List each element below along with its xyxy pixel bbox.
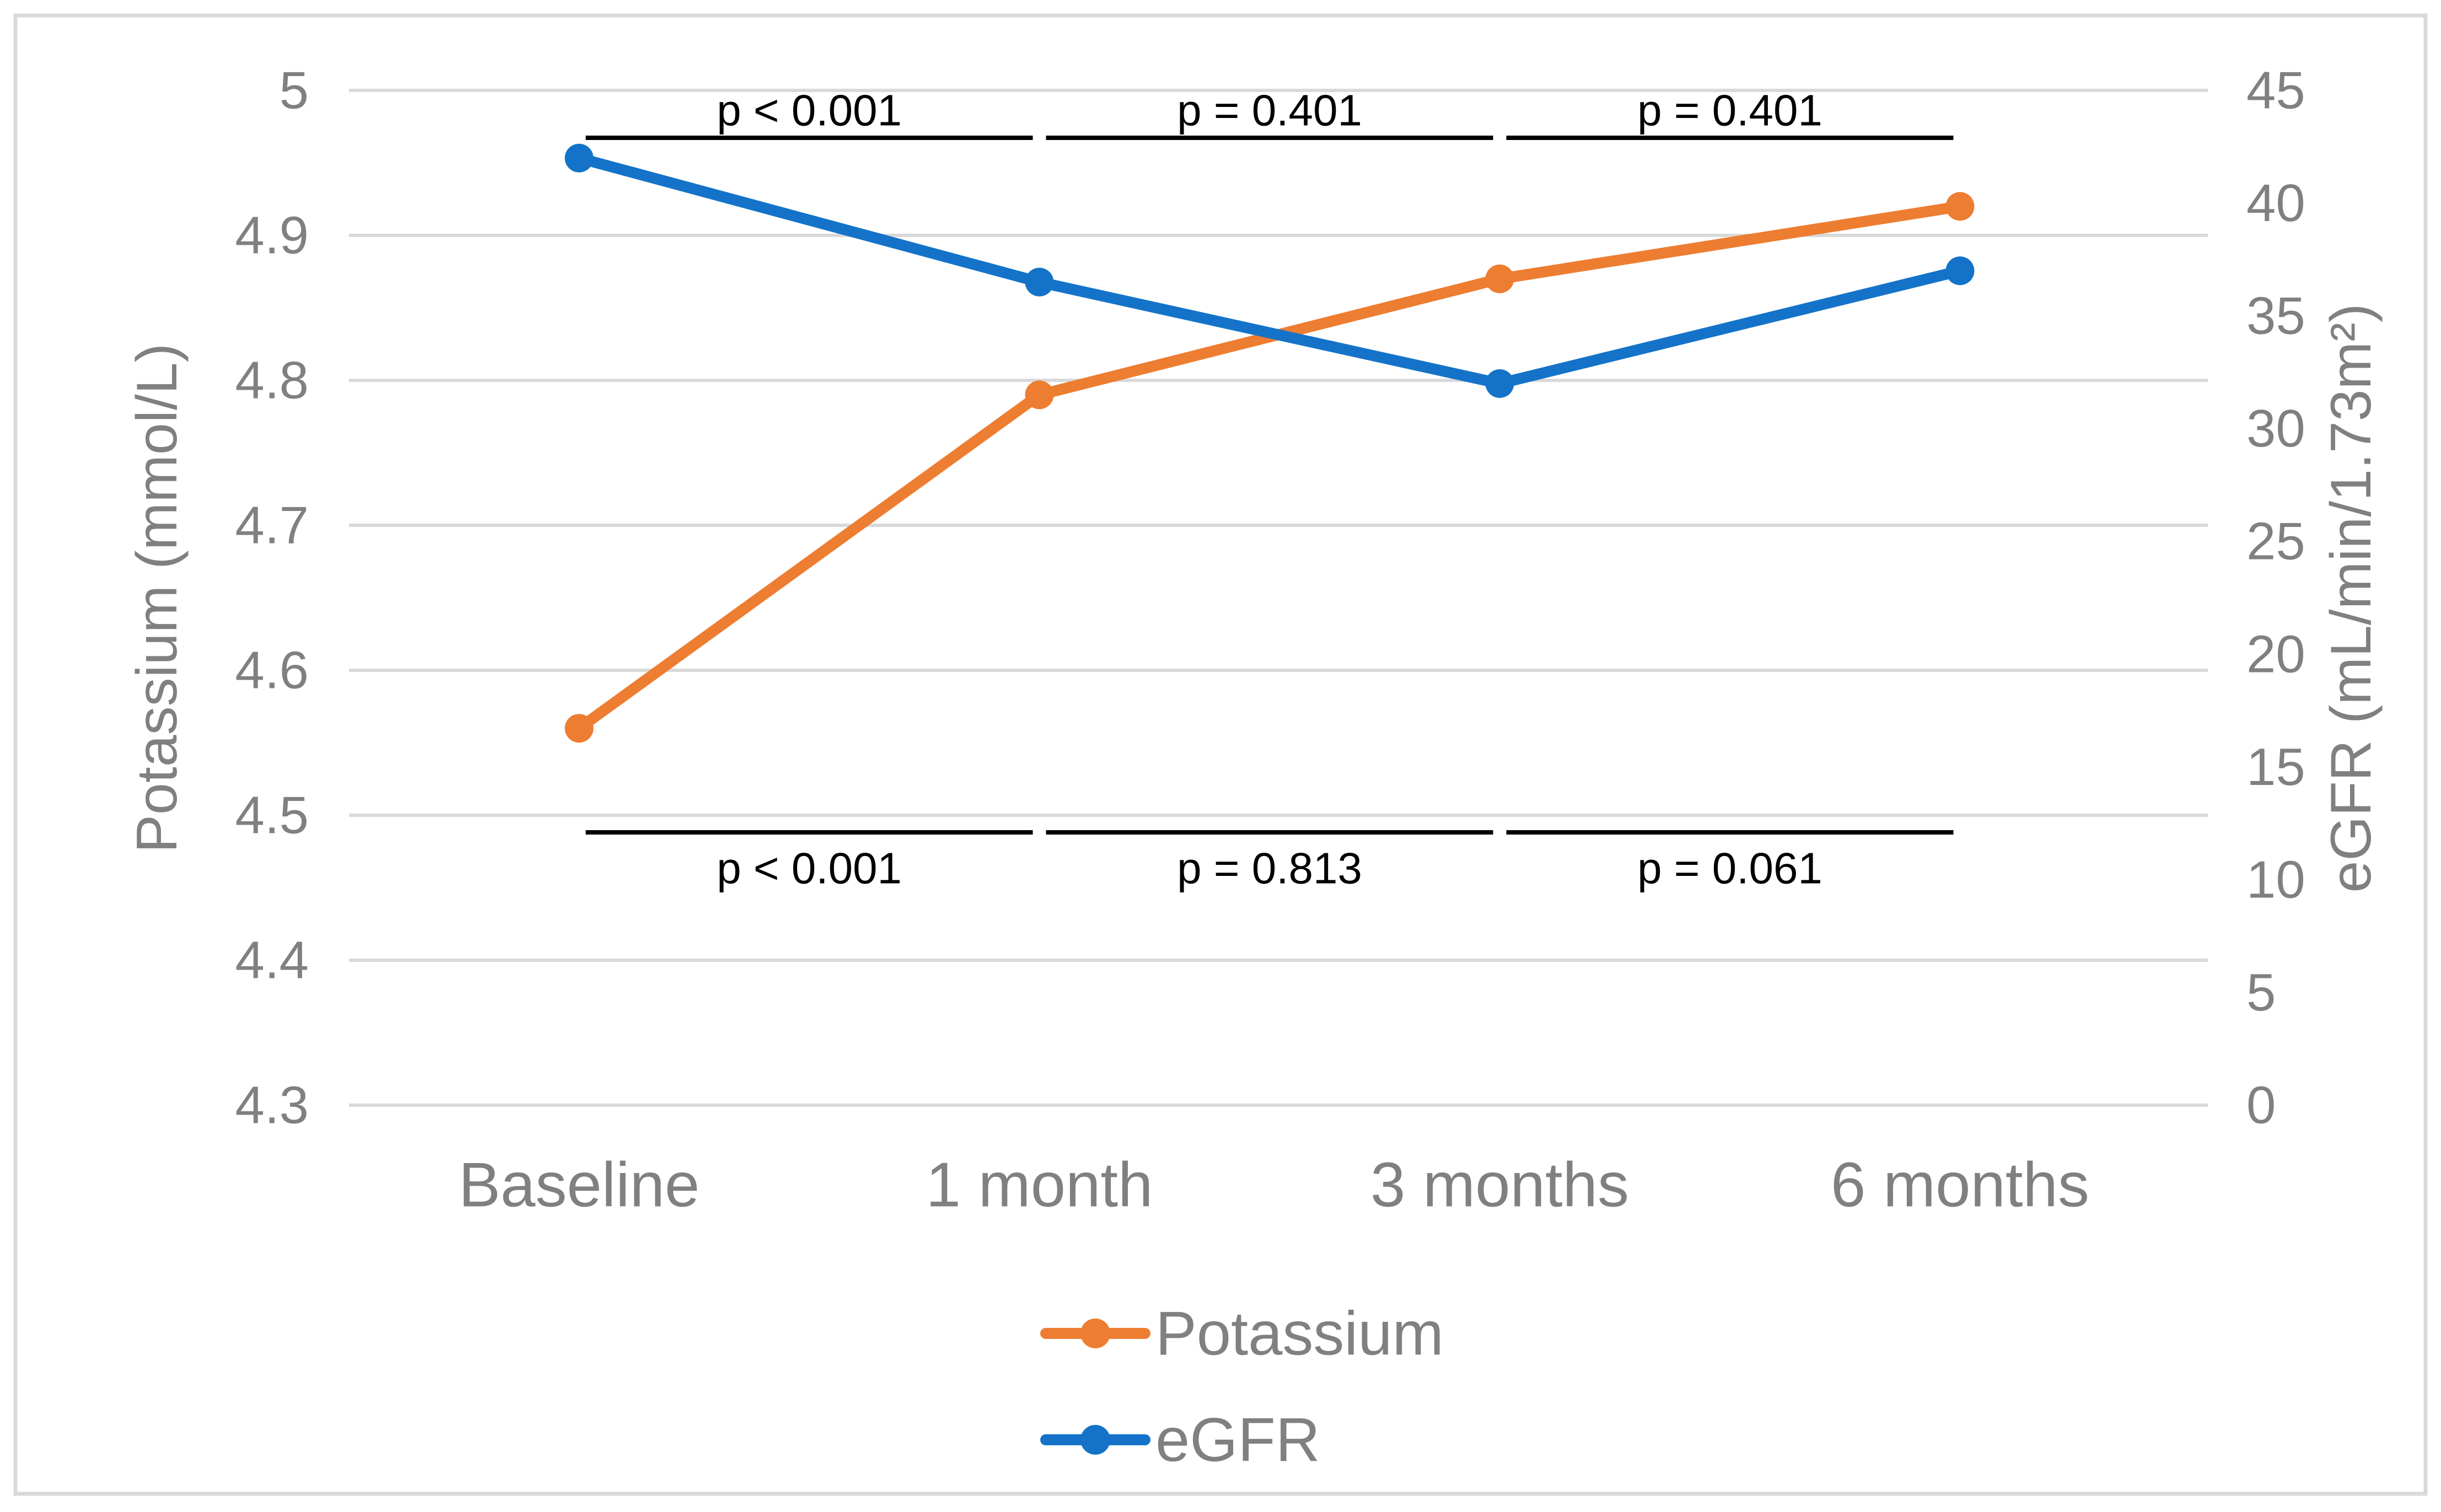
p-annotation-label: p < 0.001: [717, 844, 902, 893]
potassium-data-point: [1485, 264, 1514, 293]
x-axis-label: Baseline: [459, 1150, 700, 1220]
gridlines: [349, 89, 2208, 1107]
right-tick-label: 30: [2246, 399, 2305, 458]
right-tick-label: 25: [2246, 512, 2305, 571]
x-axis-labels: Baseline 1 month 3 months 6 months: [459, 1150, 2089, 1220]
p-value-annotations: p < 0.001 p = 0.401 p = 0.401 p < 0.001 p = …: [585, 86, 1954, 893]
left-tick-label: 4.9: [235, 206, 309, 265]
figure-border: [13, 13, 2428, 1496]
legend-label-egfr: eGFR: [1155, 1406, 1320, 1475]
egfr-data-point: [564, 143, 594, 173]
potassium-data-point: [564, 714, 594, 743]
legend-label-potassium: Potassium: [1155, 1299, 1444, 1368]
p-annotation-label: p = 0.061: [1637, 844, 1822, 893]
right-axis-title: eGFR (mL/min/1.73m²): [2319, 303, 2383, 892]
right-tick-label: 0: [2246, 1076, 2276, 1135]
egfr-data-point: [1485, 369, 1514, 398]
right-tick-label: 20: [2246, 625, 2305, 684]
x-axis-label: 1 month: [926, 1150, 1153, 1220]
x-axis-label: 3 months: [1370, 1150, 1629, 1220]
right-tick-label: 5: [2246, 963, 2276, 1022]
data-series: [564, 143, 1975, 743]
left-tick-label: 4.5: [235, 786, 309, 845]
left-tick-label: 4.3: [235, 1076, 309, 1135]
legend: Potassium eGFR: [1040, 1299, 1444, 1475]
left-tick-label: 4.4: [235, 931, 309, 990]
p-annotation-label: p = 0.401: [1637, 86, 1822, 135]
left-tick-label: 5: [279, 61, 309, 120]
legend-marker-egfr: [1080, 1425, 1110, 1455]
right-axis-ticks: 45 40 35 30 25 20 15 10 5 0: [2246, 61, 2305, 1135]
left-axis-title: Potassium (mmol/L): [125, 343, 189, 853]
right-tick-label: 45: [2246, 61, 2305, 120]
p-annotation-label: p = 0.813: [1177, 844, 1362, 893]
p-annotation-label: p = 0.401: [1177, 86, 1362, 135]
legend-item-egfr: eGFR: [1040, 1406, 1320, 1475]
p-annotation-label: p < 0.001: [717, 86, 902, 135]
potassium-line: [573, 201, 1966, 734]
right-tick-label: 40: [2246, 174, 2305, 233]
potassium-data-point: [1025, 380, 1054, 410]
right-tick-label: 15: [2246, 738, 2305, 797]
legend-marker-potassium: [1080, 1319, 1110, 1348]
egfr-data-point: [1025, 267, 1054, 297]
egfr-line: [573, 152, 1966, 389]
left-tick-label: 4.6: [235, 641, 309, 700]
left-tick-label: 4.8: [235, 351, 309, 410]
egfr-data-point: [1945, 256, 1975, 286]
potassium-data-point: [1945, 192, 1975, 221]
legend-item-potassium: Potassium: [1040, 1299, 1444, 1368]
left-axis-ticks: 5 4.9 4.8 4.7 4.6 4.5 4.4 4.3: [235, 61, 309, 1135]
left-tick-label: 4.7: [235, 496, 309, 555]
x-axis-label: 6 months: [1831, 1150, 2089, 1220]
right-tick-label: 35: [2246, 287, 2305, 346]
right-tick-label: 10: [2246, 850, 2305, 909]
